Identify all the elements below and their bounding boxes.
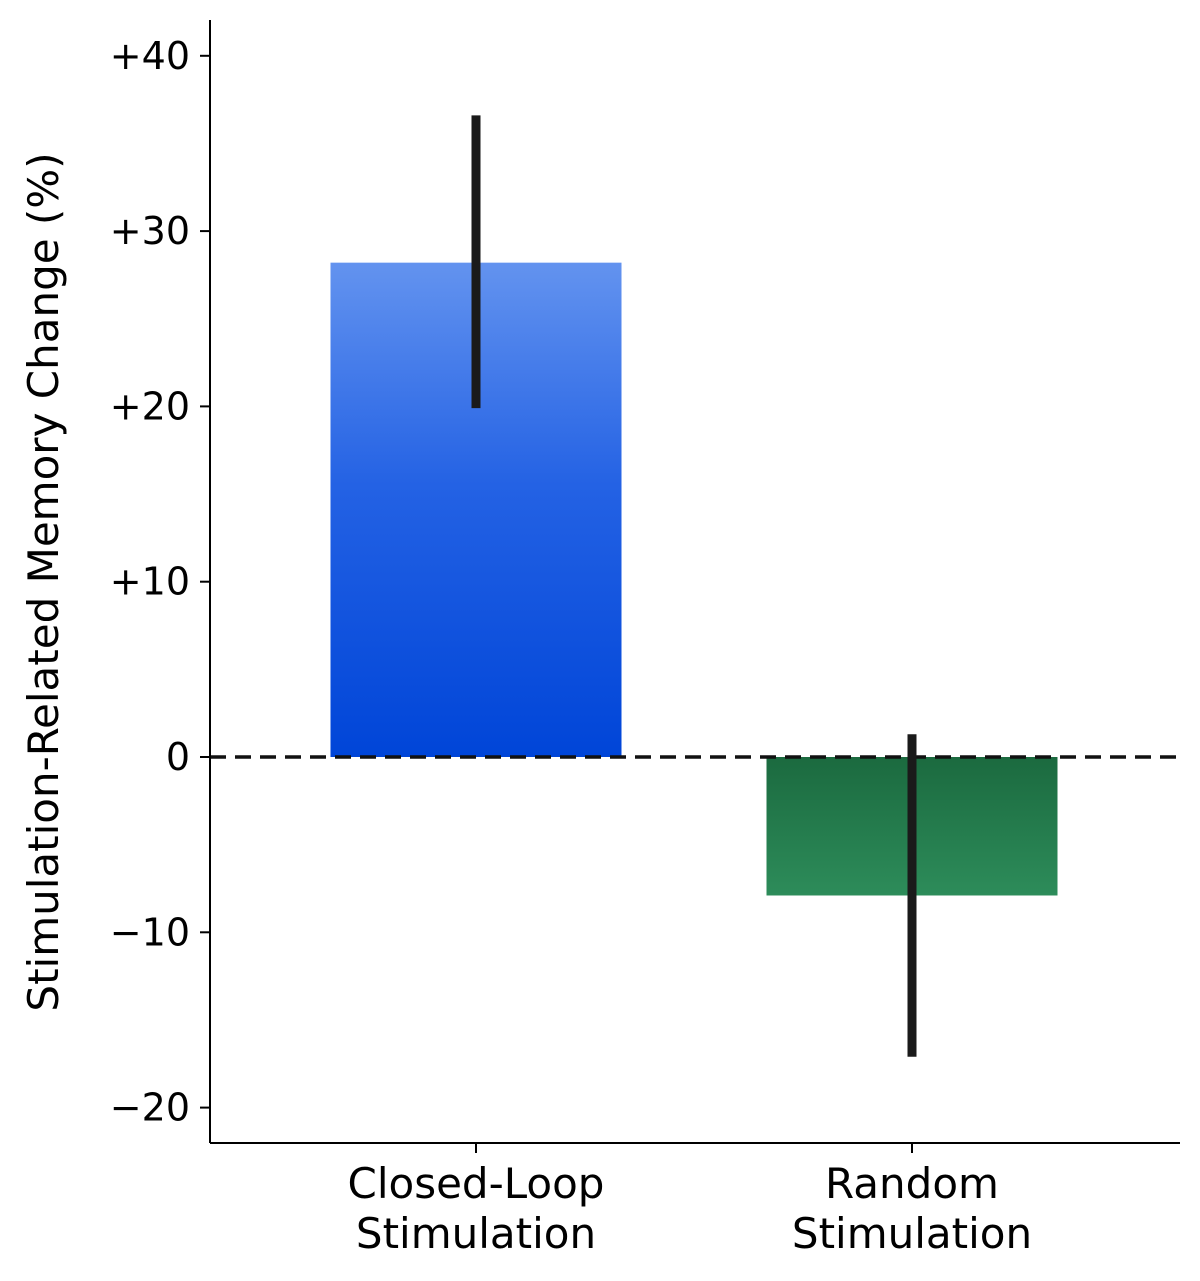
x-category-label: Closed-Loop (348, 1159, 605, 1208)
y-tick-label: +30 (110, 209, 190, 253)
bars-group (330, 262, 1058, 896)
error-bars-group (471, 115, 917, 1057)
x-category-label: Random (825, 1159, 999, 1208)
y-tick-label: −20 (110, 1086, 190, 1130)
y-axis-ticks: +40 +30 +20 +10 0 −10 −20 (110, 34, 210, 1130)
x-category-label: Stimulation (792, 1209, 1032, 1258)
y-tick-label: 0 (166, 735, 190, 779)
y-tick-label: +10 (110, 560, 190, 604)
y-tick-label: +40 (110, 34, 190, 78)
x-category-label: Stimulation (356, 1209, 596, 1258)
y-tick-label: −10 (110, 910, 190, 954)
y-tick-label: +20 (110, 384, 190, 428)
axes-group (209, 20, 1180, 1144)
y-axis-title: Stimulation-Related Memory Change (%) (19, 152, 68, 1011)
